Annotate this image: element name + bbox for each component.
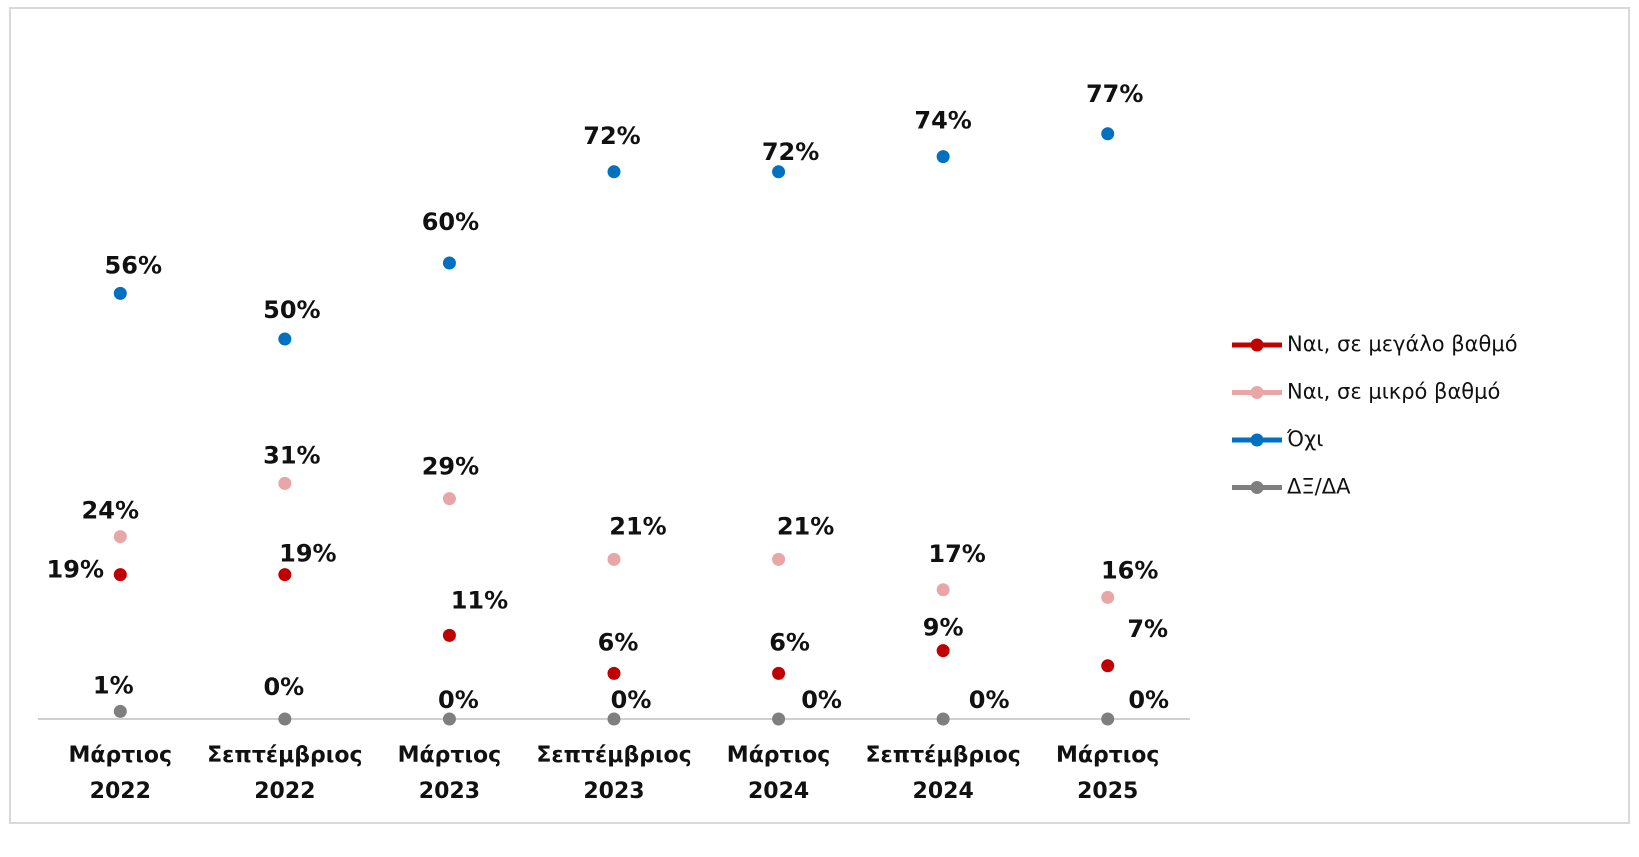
data-point — [936, 150, 950, 164]
data-label: 50% — [263, 296, 320, 324]
data-label: 21% — [609, 512, 666, 540]
x-tick-label: Μάρτιος 2022 — [69, 743, 173, 804]
data-label: 7% — [1127, 615, 1168, 643]
data-label: 31% — [263, 441, 320, 469]
x-tick-label: Μάρτιος 2023 — [398, 743, 502, 804]
legend-label: ΔΞ/ΔΑ — [1287, 475, 1351, 499]
x-tick-label: Σεπτέμβριος 2024 — [865, 743, 1020, 804]
data-label: 72% — [762, 138, 819, 166]
data-label: 16% — [1101, 556, 1158, 584]
data-point — [772, 712, 786, 726]
data-point — [442, 256, 456, 270]
data-point — [936, 583, 950, 597]
data-point — [278, 332, 292, 346]
data-label: 24% — [82, 497, 139, 525]
data-label: 56% — [105, 251, 162, 279]
data-point — [113, 704, 127, 718]
data-label: 74% — [914, 107, 971, 135]
data-label: 6% — [598, 628, 639, 656]
data-point — [442, 712, 456, 726]
data-point — [1101, 659, 1115, 673]
data-point — [113, 568, 127, 582]
data-point — [278, 476, 292, 490]
data-point — [607, 552, 621, 566]
data-point — [113, 286, 127, 300]
data-point — [607, 712, 621, 726]
data-point — [607, 165, 621, 179]
data-point — [772, 552, 786, 566]
data-point — [1101, 590, 1115, 604]
legend-label: Ναι, σε μικρό βαθμό — [1287, 380, 1500, 404]
data-label: 0% — [1128, 686, 1169, 714]
data-label: 19% — [47, 556, 104, 584]
data-point — [772, 165, 786, 179]
data-point — [607, 666, 621, 680]
data-label: 0% — [969, 686, 1010, 714]
data-label: 72% — [583, 122, 640, 150]
data-label: 1% — [93, 671, 134, 699]
data-label: 0% — [611, 686, 652, 714]
data-label: 0% — [263, 673, 304, 701]
chart-border — [9, 7, 1630, 824]
data-point — [442, 492, 456, 506]
data-label: 77% — [1086, 80, 1143, 108]
legend-marker — [1250, 481, 1264, 494]
data-label: 0% — [438, 686, 479, 714]
data-point — [278, 712, 292, 726]
data-label: 21% — [777, 512, 834, 540]
data-point — [936, 644, 950, 658]
data-point — [113, 530, 127, 544]
data-point — [1101, 127, 1115, 141]
legend-label: Όχι — [1286, 427, 1323, 451]
data-label: 60% — [422, 208, 479, 236]
data-point — [1101, 712, 1115, 726]
x-tick-label: Σεπτέμβριος 2023 — [536, 743, 691, 804]
data-label: 29% — [422, 453, 479, 481]
data-point — [936, 712, 950, 726]
x-tick-label: Μάρτιος 2024 — [727, 743, 831, 804]
x-tick-label: Σεπτέμβριος 2022 — [207, 743, 362, 804]
legend-marker — [1250, 338, 1264, 352]
legend-marker — [1250, 386, 1264, 399]
data-label: 11% — [451, 586, 508, 614]
data-label: 6% — [769, 628, 810, 656]
data-label: 19% — [279, 540, 336, 568]
data-label: 0% — [801, 686, 842, 714]
data-point — [278, 568, 292, 582]
data-point — [442, 628, 456, 642]
x-tick-label: Μάρτιος 2025 — [1056, 743, 1160, 804]
data-label: 17% — [928, 540, 985, 568]
legend-marker — [1250, 433, 1264, 447]
data-point — [772, 666, 786, 680]
legend-label: Ναι, σε μεγάλο βαθμό — [1287, 332, 1518, 356]
data-label: 9% — [923, 614, 964, 642]
